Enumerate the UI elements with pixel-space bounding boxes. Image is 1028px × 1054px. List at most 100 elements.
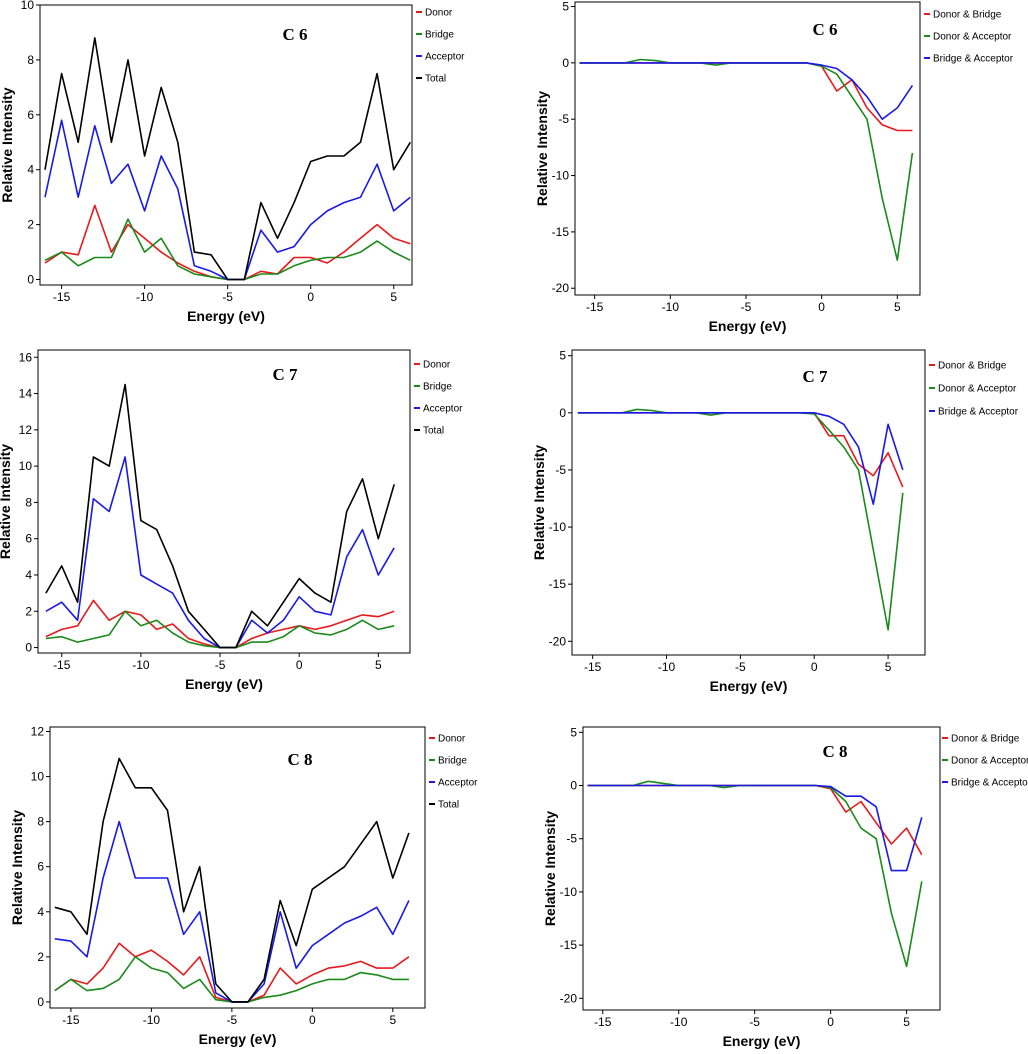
x-tick-label: 0 xyxy=(296,658,303,672)
legend-label: Donor xyxy=(438,734,466,745)
series-line xyxy=(44,218,411,281)
x-tick-label: 0 xyxy=(818,300,825,314)
x-tick-label: -10 xyxy=(132,658,150,672)
y-axis-title: Relative Intensity xyxy=(531,445,547,560)
y-tick-label: -20 xyxy=(552,281,570,295)
legend-label: Total xyxy=(425,74,446,85)
y-tick-label: 2 xyxy=(27,218,34,232)
y-tick-label: -5 xyxy=(566,832,577,846)
y-tick-label: 14 xyxy=(19,387,33,401)
x-tick-label: -5 xyxy=(215,658,226,672)
y-tick-label: 8 xyxy=(37,815,44,829)
y-tick-label: -10 xyxy=(560,885,578,899)
series-line xyxy=(44,37,411,281)
x-tick-label: -5 xyxy=(227,1013,238,1027)
y-axis-title: Relative Intensity xyxy=(534,91,550,206)
y-tick-label: 0 xyxy=(37,995,44,1009)
y-axis-title: Relative Intensity xyxy=(0,444,13,559)
x-tick-label: -15 xyxy=(584,660,602,674)
plot-frame xyxy=(49,726,426,1009)
plot-frame xyxy=(582,726,941,1011)
series-line xyxy=(579,62,914,120)
y-tick-label: 16 xyxy=(19,350,33,364)
series-line xyxy=(587,784,923,872)
y-tick-label: 8 xyxy=(25,495,32,509)
y-tick-label: 8 xyxy=(27,53,34,67)
chart-title: C 7 xyxy=(802,367,828,386)
legend-label: Donor xyxy=(425,8,453,19)
plot-frame xyxy=(39,4,413,286)
series-line xyxy=(587,784,923,856)
y-tick-label: -15 xyxy=(552,225,570,239)
x-axis-title: Energy (eV) xyxy=(723,1033,801,1049)
y-tick-label: -20 xyxy=(560,991,578,1005)
legend-label: Acceptor xyxy=(425,52,465,63)
x-tick-label: -10 xyxy=(143,1013,161,1027)
plot-frame xyxy=(37,349,411,654)
y-tick-label: 2 xyxy=(37,950,44,964)
y-axis-title: Relative Intensity xyxy=(9,810,25,925)
legend-label: Bridge & Acceptor xyxy=(951,778,1028,789)
legend-label: Acceptor xyxy=(423,404,463,415)
y-tick-label: 5 xyxy=(562,0,569,14)
x-axis-title: Energy (eV) xyxy=(709,318,787,334)
y-tick-label: 10 xyxy=(21,0,35,12)
y-tick-label: -5 xyxy=(555,463,566,477)
legend-label: Donor & Acceptor xyxy=(938,384,1017,395)
y-tick-label: 6 xyxy=(25,532,32,546)
x-tick-label: -5 xyxy=(741,300,752,314)
plot-frame xyxy=(574,1,921,296)
series-line xyxy=(579,58,914,261)
chart-title: C 6 xyxy=(282,25,307,44)
y-tick-label: 6 xyxy=(37,860,44,874)
chart-title: C 6 xyxy=(812,20,837,39)
legend-label: Donor & Acceptor xyxy=(951,756,1028,767)
x-tick-label: -15 xyxy=(62,1013,80,1027)
y-tick-label: -20 xyxy=(549,634,567,648)
x-tick-label: -5 xyxy=(749,1015,760,1029)
y-axis-title: Relative Intensity xyxy=(542,811,558,926)
y-tick-label: -15 xyxy=(560,938,578,952)
y-tick-label: 4 xyxy=(27,163,34,177)
x-tick-label: 5 xyxy=(375,658,382,672)
x-tick-label: 0 xyxy=(307,290,314,304)
x-tick-label: 5 xyxy=(885,660,892,674)
legend-label: Donor & Bridge xyxy=(951,734,1020,745)
legend-label: Bridge xyxy=(425,30,454,41)
series-line xyxy=(45,456,395,649)
y-tick-label: 10 xyxy=(31,770,45,784)
x-axis-title: Energy (eV) xyxy=(710,678,788,694)
x-tick-label: -5 xyxy=(735,660,746,674)
y-tick-label: 10 xyxy=(19,459,33,473)
x-axis-title: Energy (eV) xyxy=(187,308,265,324)
x-tick-label: -10 xyxy=(136,290,154,304)
x-tick-label: 5 xyxy=(389,1013,396,1027)
legend-label: Bridge xyxy=(423,382,452,393)
y-tick-label: -10 xyxy=(549,520,567,534)
series-line xyxy=(45,383,395,649)
y-tick-label: 0 xyxy=(570,779,577,793)
x-axis-title: Energy (eV) xyxy=(185,676,263,692)
series-line xyxy=(579,62,913,132)
legend-label: Donor & Bridge xyxy=(933,10,1002,21)
y-axis-title: Relative Intensity xyxy=(0,87,15,202)
x-tick-label: -5 xyxy=(222,290,233,304)
legend-label: Donor xyxy=(423,360,451,371)
x-tick-label: 5 xyxy=(903,1015,910,1029)
x-tick-label: 0 xyxy=(309,1013,316,1027)
x-tick-label: -10 xyxy=(670,1015,688,1029)
series-line xyxy=(587,780,923,968)
legend-label: Donor & Bridge xyxy=(938,361,1007,372)
legend-label: Donor & Acceptor xyxy=(933,32,1012,43)
y-tick-label: 5 xyxy=(559,349,566,363)
x-tick-label: -15 xyxy=(586,300,604,314)
y-tick-label: 0 xyxy=(27,273,34,287)
y-tick-label: 0 xyxy=(562,56,569,70)
x-axis-title: Energy (eV) xyxy=(199,1031,277,1047)
x-tick-label: 5 xyxy=(390,290,397,304)
chart-title: C 7 xyxy=(272,365,298,384)
y-tick-label: 4 xyxy=(25,568,32,582)
chart-title: C 8 xyxy=(287,750,312,769)
chart-title: C 8 xyxy=(822,742,847,761)
series-line xyxy=(54,757,410,1003)
